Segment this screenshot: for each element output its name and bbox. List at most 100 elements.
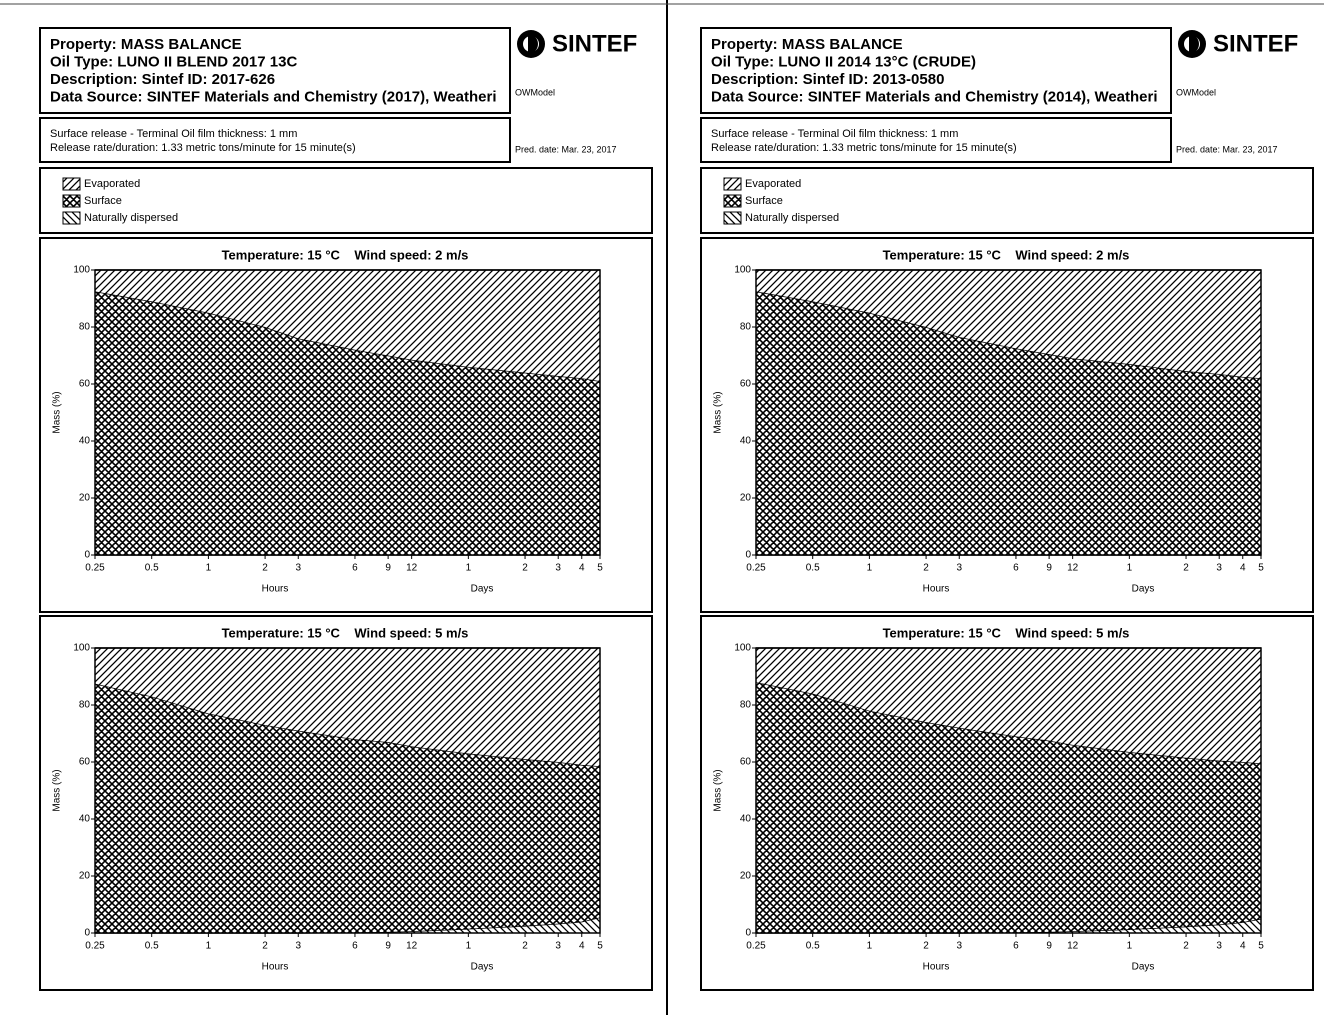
chart-title: Temperature: 15 °C Wind speed: 2 m/s <box>883 247 1130 262</box>
x-tick-label: 1 <box>466 563 472 574</box>
legend-box <box>700 167 1314 234</box>
x-axis-label: Days <box>1132 962 1155 973</box>
logo-mark-cut <box>1189 34 1199 54</box>
x-tick-label: 5 <box>597 941 603 952</box>
legend-label: Surface <box>84 195 122 207</box>
area <box>95 270 600 382</box>
header-line: Property: MASS BALANCE <box>50 36 242 53</box>
x-tick-label: 0.25 <box>746 941 766 952</box>
logo-mark-cut <box>528 34 538 54</box>
release-line: Release rate/duration: 1.33 metric tons/… <box>711 142 1017 154</box>
plot-frame <box>755 647 1262 934</box>
x-tick-label: 4 <box>579 563 585 574</box>
x-tick-label: 1 <box>1127 563 1133 574</box>
legend-label: Surface <box>745 195 783 207</box>
release-line: Surface release - Terminal Oil film thic… <box>711 128 958 140</box>
header-line: Description: Sintef ID: 2013-0580 <box>711 71 944 88</box>
logo-text: SINTEF <box>1213 30 1298 57</box>
area <box>95 648 600 767</box>
x-tick-label: 12 <box>406 563 418 574</box>
chart-box <box>39 615 653 991</box>
legend-label: Naturally dispersed <box>745 212 839 224</box>
x-tick-label: 5 <box>597 563 603 574</box>
release-box <box>700 117 1172 163</box>
area <box>756 682 1261 933</box>
plot-frame <box>755 269 1262 556</box>
x-tick-label: 4 <box>1240 941 1246 952</box>
x-tick-label: 3 <box>956 563 962 574</box>
header-line: Data Source: SINTEF Materials and Chemis… <box>711 88 1158 105</box>
x-tick-label: 4 <box>579 941 585 952</box>
x-axis-label: Hours <box>262 962 289 973</box>
y-tick-label: 60 <box>740 379 752 390</box>
x-tick-label: 0.25 <box>746 563 766 574</box>
y-tick-label: 40 <box>79 436 91 447</box>
x-tick-label: 12 <box>1067 563 1079 574</box>
y-tick-label: 20 <box>79 871 91 882</box>
x-axis-label: Days <box>1132 584 1155 595</box>
x-tick-label: 9 <box>1046 941 1052 952</box>
x-tick-label: 3 <box>956 941 962 952</box>
header-line: Data Source: SINTEF Materials and Chemis… <box>50 88 497 105</box>
x-tick-label: 3 <box>555 941 561 952</box>
x-axis-label: Hours <box>923 584 950 595</box>
x-tick-label: 3 <box>1216 563 1222 574</box>
x-tick-label: 2 <box>262 941 268 952</box>
x-tick-label: 0.25 <box>85 941 105 952</box>
release-line: Release rate/duration: 1.33 metric tons/… <box>50 142 356 154</box>
pred-date: Pred. date: Mar. 23, 2017 <box>515 144 617 154</box>
y-tick-label: 0 <box>745 928 751 939</box>
x-tick-label: 1 <box>867 941 873 952</box>
y-tick-label: 80 <box>79 322 91 333</box>
y-tick-label: 80 <box>740 700 752 711</box>
y-tick-label: 40 <box>79 814 91 825</box>
x-tick-label: 2 <box>522 941 528 952</box>
legend-box <box>39 167 653 234</box>
x-tick-label: 12 <box>406 941 418 952</box>
y-tick-label: 0 <box>745 550 751 561</box>
chart-title: Temperature: 15 °C Wind speed: 5 m/s <box>883 625 1130 640</box>
x-tick-label: 3 <box>555 563 561 574</box>
y-tick-label: 100 <box>73 643 90 654</box>
x-tick-label: 0.5 <box>806 563 820 574</box>
y-axis-label: Mass (%) <box>713 391 724 433</box>
header-line: Description: Sintef ID: 2017-626 <box>50 71 275 88</box>
header-line: Oil Type: LUNO II BLEND 2017 13C <box>50 53 297 70</box>
area <box>756 648 1261 764</box>
x-axis-label: Days <box>471 962 494 973</box>
x-tick-label: 5 <box>1258 941 1264 952</box>
x-tick-label: 2 <box>1183 941 1189 952</box>
y-axis-label: Mass (%) <box>52 391 63 433</box>
legend-swatch <box>62 211 81 225</box>
legend-label: Evaporated <box>745 178 801 190</box>
logo-text: SINTEF <box>552 30 637 57</box>
x-tick-label: 4 <box>1240 563 1246 574</box>
legend-label: Naturally dispersed <box>84 212 178 224</box>
legend-swatch <box>62 177 81 191</box>
legend-label: Evaporated <box>84 178 140 190</box>
x-tick-label: 9 <box>1046 563 1052 574</box>
x-tick-label: 9 <box>385 941 391 952</box>
y-tick-label: 20 <box>79 493 91 504</box>
x-tick-label: 0.5 <box>806 941 820 952</box>
y-tick-label: 20 <box>740 871 752 882</box>
x-axis-label: Days <box>471 584 494 595</box>
legend-swatch <box>723 194 742 208</box>
x-tick-label: 2 <box>262 563 268 574</box>
legend-swatch <box>723 211 742 225</box>
legend-swatch <box>723 177 742 191</box>
y-tick-label: 100 <box>734 265 751 276</box>
x-tick-label: 2 <box>923 563 929 574</box>
y-tick-label: 80 <box>740 322 752 333</box>
plot-frame <box>94 647 601 934</box>
y-tick-label: 100 <box>734 643 751 654</box>
y-tick-label: 60 <box>79 757 91 768</box>
plot-frame <box>94 269 601 556</box>
area <box>756 291 1261 555</box>
x-tick-label: 1 <box>206 941 212 952</box>
y-tick-label: 60 <box>740 757 752 768</box>
release-box <box>39 117 511 163</box>
area <box>95 683 600 933</box>
y-tick-label: 20 <box>740 493 752 504</box>
